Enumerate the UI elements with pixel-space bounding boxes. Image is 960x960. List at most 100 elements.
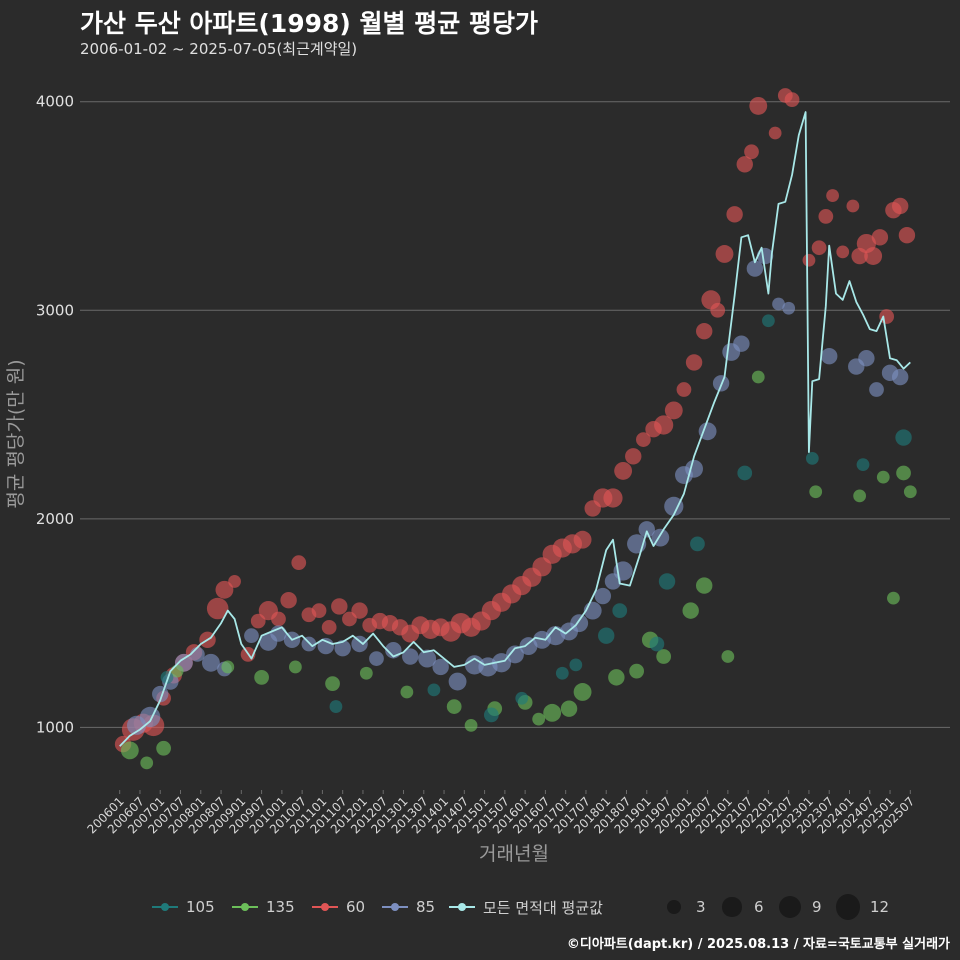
point-85	[351, 635, 368, 653]
point-60	[879, 309, 895, 324]
point-60	[891, 197, 909, 215]
legend-size-label: 6	[754, 898, 764, 916]
point-85	[519, 637, 538, 656]
point-85	[432, 658, 449, 676]
point-85	[858, 350, 875, 367]
point-135	[696, 577, 713, 594]
point-60	[726, 206, 743, 223]
point-135	[400, 685, 414, 699]
source-caption: ©디아파트(dapt.kr) / 2025.08.13 / 자료=국토교통부 실…	[566, 937, 950, 952]
chart-title: 가산 두산 아파트(1998) 월별 평균 평당가	[80, 9, 538, 38]
x-tick-labels: 2006012006072007012007072008012008072009…	[85, 790, 917, 837]
point-135	[156, 740, 171, 756]
point-135	[903, 485, 917, 499]
point-105	[658, 573, 676, 590]
point-60	[744, 144, 759, 160]
y-gridlines	[80, 101, 950, 728]
point-135	[629, 663, 645, 679]
y-tick-label: 2000	[36, 510, 74, 528]
point-135	[288, 660, 302, 674]
y-axis-label: 평균 평당가(만 원)	[5, 359, 27, 508]
legend-key	[449, 893, 475, 921]
point-60	[351, 602, 368, 619]
legend-size-item: 12	[836, 893, 889, 921]
legend-size-key	[720, 893, 744, 921]
legend-item: 85	[382, 893, 435, 921]
point-60	[331, 598, 348, 615]
point-60	[215, 580, 234, 599]
legend-item: 135	[232, 893, 295, 921]
point-60	[321, 619, 337, 635]
point-60	[603, 488, 623, 508]
point-135	[809, 485, 823, 499]
legend-key	[232, 893, 258, 921]
legend-item: 105	[152, 893, 215, 921]
point-135	[573, 683, 592, 701]
legend-size-key	[778, 893, 802, 921]
point-105	[329, 700, 343, 713]
legend-label: 85	[416, 898, 436, 916]
legend-size-item: 9	[778, 893, 822, 921]
legend-item: 60	[312, 893, 365, 921]
point-60	[228, 575, 241, 588]
point-85	[506, 645, 524, 664]
point-105	[737, 465, 753, 481]
point-60	[676, 382, 692, 397]
point-135	[876, 470, 890, 484]
point-105	[483, 707, 499, 723]
point-135	[608, 669, 625, 686]
legend-size-key	[662, 893, 686, 921]
point-85	[869, 382, 884, 397]
y-tick-label: 1000	[36, 718, 74, 736]
point-85	[570, 614, 589, 633]
legend-size-label: 12	[870, 898, 890, 916]
point-60	[749, 96, 768, 115]
point-85	[891, 368, 909, 386]
point-135	[254, 670, 269, 685]
x-axis-label: 거래년월	[479, 843, 549, 865]
average-line-path	[119, 111, 911, 747]
point-60	[864, 247, 883, 265]
point-85	[772, 297, 785, 311]
point-135	[853, 489, 867, 503]
legend-size-label: 3	[696, 898, 706, 916]
scatter-points	[114, 88, 917, 770]
point-135	[887, 591, 900, 605]
point-60	[818, 209, 834, 224]
point-60	[664, 401, 683, 420]
point-60	[636, 432, 651, 447]
point-60	[871, 229, 889, 246]
point-105	[612, 603, 628, 618]
point-135	[543, 703, 562, 722]
point-105	[895, 429, 912, 446]
point-60	[736, 156, 753, 173]
point-135	[656, 649, 672, 664]
y-tick-labels: 1000 2000 3000 4000	[36, 93, 74, 737]
point-85	[698, 422, 717, 441]
point-105	[690, 536, 705, 552]
y-tick-label: 4000	[36, 93, 74, 111]
point-135	[325, 676, 340, 691]
legend-size-item: 6	[720, 893, 764, 921]
point-135	[896, 465, 911, 481]
point-85	[334, 639, 351, 657]
point-85	[190, 647, 205, 662]
point-60	[291, 555, 307, 571]
point-105	[598, 627, 615, 644]
point-85	[244, 628, 259, 644]
point-135	[446, 699, 462, 714]
point-135	[140, 756, 154, 770]
legend: 105 135 60 85 모든 면적대 평균값 3 6 9 12	[0, 893, 960, 921]
point-135	[221, 660, 235, 674]
point-105	[515, 691, 529, 705]
point-85	[448, 672, 467, 691]
point-135	[751, 370, 765, 384]
point-105	[555, 666, 569, 680]
legend-label: 105	[186, 898, 215, 916]
point-60	[768, 126, 782, 140]
point-60	[811, 240, 827, 256]
point-105	[762, 314, 775, 328]
point-60	[311, 603, 327, 618]
point-60	[836, 245, 850, 259]
point-105	[569, 658, 583, 672]
